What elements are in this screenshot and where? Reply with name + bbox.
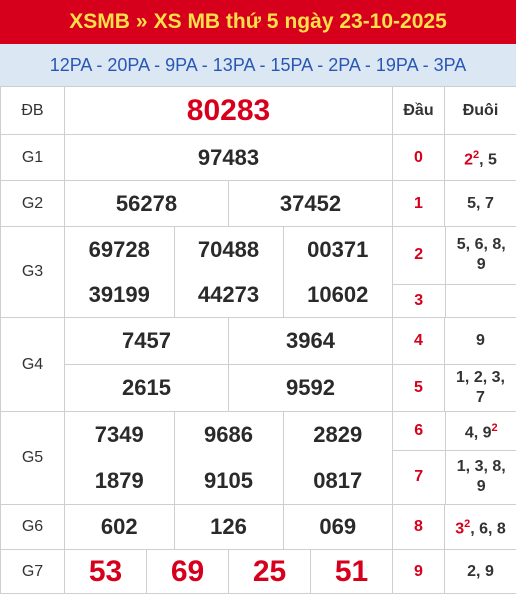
title-day-link[interactable]: XS MB thứ 5 (153, 10, 279, 33)
loto-duoi: 9 (444, 317, 516, 365)
loto-duoi-sup: 2 (491, 422, 498, 435)
prize-number: 069 (319, 514, 357, 539)
loto-duoi-rest: 5 (488, 151, 497, 169)
prize-number: 97483 (64, 134, 393, 181)
g6-grid: 602 126 069 (64, 504, 393, 550)
loto-duoi-line: 9 (476, 256, 486, 274)
loto-duoi: 32, 6, 8 (444, 504, 516, 550)
loto-g5-cell: 6 4, 92 7 1, 3, 8, 9 (392, 411, 516, 505)
loto-dau: 8 (392, 504, 445, 550)
prize-number: 602 (65, 505, 175, 549)
row-g2: G2 56278 37452 1 5, 7 (0, 180, 516, 227)
loto-duoi-line: 1, 2, 3, (456, 369, 505, 386)
loto-duoi: 5, 6, 8, 9 (445, 228, 516, 285)
prize-number: 9592 (228, 364, 393, 412)
loto-dau: 3 (393, 283, 446, 317)
prize-number: 69 (146, 549, 229, 594)
loto-duoi-sup: 2 (464, 518, 471, 531)
prize-label: G3 (0, 226, 65, 318)
prize-number: 3964 (228, 317, 393, 365)
loto-duoi-red: 3 (455, 520, 465, 538)
loto-dau: 1 (392, 180, 445, 227)
loto-duoi-line: 5, 6, 8, (456, 236, 506, 254)
row-g1: G1 97483 0 22, 5 (0, 134, 516, 181)
prize-number: 7349 (65, 412, 175, 458)
prize-number: 9105 (174, 458, 284, 504)
prize-codes: 12PA - 20PA - 9PA - 13PA - 15PA - 2PA - … (0, 44, 516, 86)
loto-dau: 5 (392, 364, 445, 412)
row-g5: G5 7349 9686 2829 1879 9105 0817 (0, 411, 516, 505)
loto-dau: 7 (393, 449, 446, 504)
prize-number: 25 (228, 549, 311, 594)
header-dau: Đầu (392, 86, 445, 135)
special-prize-number: 80283 (64, 86, 393, 135)
loto-duoi: 2, 9 (444, 549, 516, 594)
loto-duoi: 1, 2, 3, 7 (444, 364, 516, 412)
loto-duoi: 22, 5 (444, 134, 516, 181)
title-separator: » (135, 10, 148, 33)
prize-label: G1 (0, 134, 65, 181)
row-g6: G6 602 126 069 8 32, 6, 8 (0, 504, 516, 550)
loto-dau: 2 (393, 227, 446, 284)
prize-label: G4 (0, 317, 65, 412)
prize-number: 69728 (65, 227, 175, 272)
row-db: ĐB 80283 Đầu Đuôi (0, 86, 516, 135)
loto-duoi-line: 1, 3, 8, (456, 458, 506, 476)
title-date: ngày 23-10-2025 (284, 10, 447, 33)
prize-number: 37452 (228, 180, 393, 227)
loto-dau: 9 (392, 549, 445, 594)
loto-dau: 4 (392, 317, 445, 365)
loto-duoi (445, 283, 516, 317)
loto-duoi-sup: 2 (472, 148, 480, 161)
prize-number: 00371 (307, 236, 369, 262)
loto-dau: 0 (392, 134, 445, 181)
loto-duoi-red: 2 (464, 151, 473, 169)
results-table: ĐB 80283 Đầu Đuôi G1 97483 0 22, 5 G2 56… (0, 86, 516, 594)
loto-duoi-line: 9 (476, 478, 486, 496)
loto-duoi-rest: 4, 9 (464, 424, 492, 442)
prize-number: 126 (174, 505, 284, 549)
prize-label: ĐB (0, 86, 65, 135)
prize-number: 70488 (174, 227, 284, 272)
row-g3: G3 69728 70488 00371 39199 44273 10602 (0, 226, 516, 318)
prize-number: 10602 (307, 281, 369, 307)
g5-grid: 7349 9686 2829 1879 9105 0817 (64, 411, 393, 505)
header-duoi: Đuôi (444, 86, 516, 135)
row-g4a: G4 7457 3964 4 9 (0, 317, 516, 412)
loto-duoi: 4, 92 (445, 413, 516, 451)
title-xsmb-link[interactable]: XSMB (69, 10, 130, 33)
prize-number: 53 (64, 549, 147, 594)
row-g4b: 2615 9592 5 1, 2, 3, 7 (1, 364, 516, 412)
loto-duoi: 1, 3, 8, 9 (445, 449, 516, 504)
prize-number: 44273 (174, 272, 284, 317)
loto-dau: 6 (393, 412, 446, 450)
prize-label: G2 (0, 180, 65, 227)
loto-duoi-rest: , 6, 8 (470, 520, 506, 538)
prize-number: 7457 (64, 317, 229, 365)
prize-number: 9686 (174, 412, 284, 458)
prize-number: 56278 (64, 180, 229, 227)
prize-number: 1879 (65, 458, 175, 504)
prize-number: 2615 (64, 364, 229, 412)
prize-label: G7 (0, 549, 65, 594)
loto-g3-cell: 2 5, 6, 8, 9 3 (392, 226, 516, 318)
page-title: XSMB » XS MB thứ 5 ngày 23-10-2025 (0, 0, 516, 44)
prize-number: 0817 (313, 468, 363, 493)
prize-number: 51 (310, 549, 393, 594)
loto-duoi: 5, 7 (444, 180, 516, 227)
prize-label: G6 (0, 504, 65, 550)
prize-number: 2829 (313, 422, 363, 447)
prize-label: G5 (0, 411, 65, 505)
g3-grid: 69728 70488 00371 39199 44273 10602 (64, 226, 393, 318)
prize-number: 39199 (65, 272, 175, 317)
row-g7: G7 53 69 25 51 9 2, 9 (0, 549, 516, 594)
loto-duoi-line: 7 (476, 389, 485, 406)
